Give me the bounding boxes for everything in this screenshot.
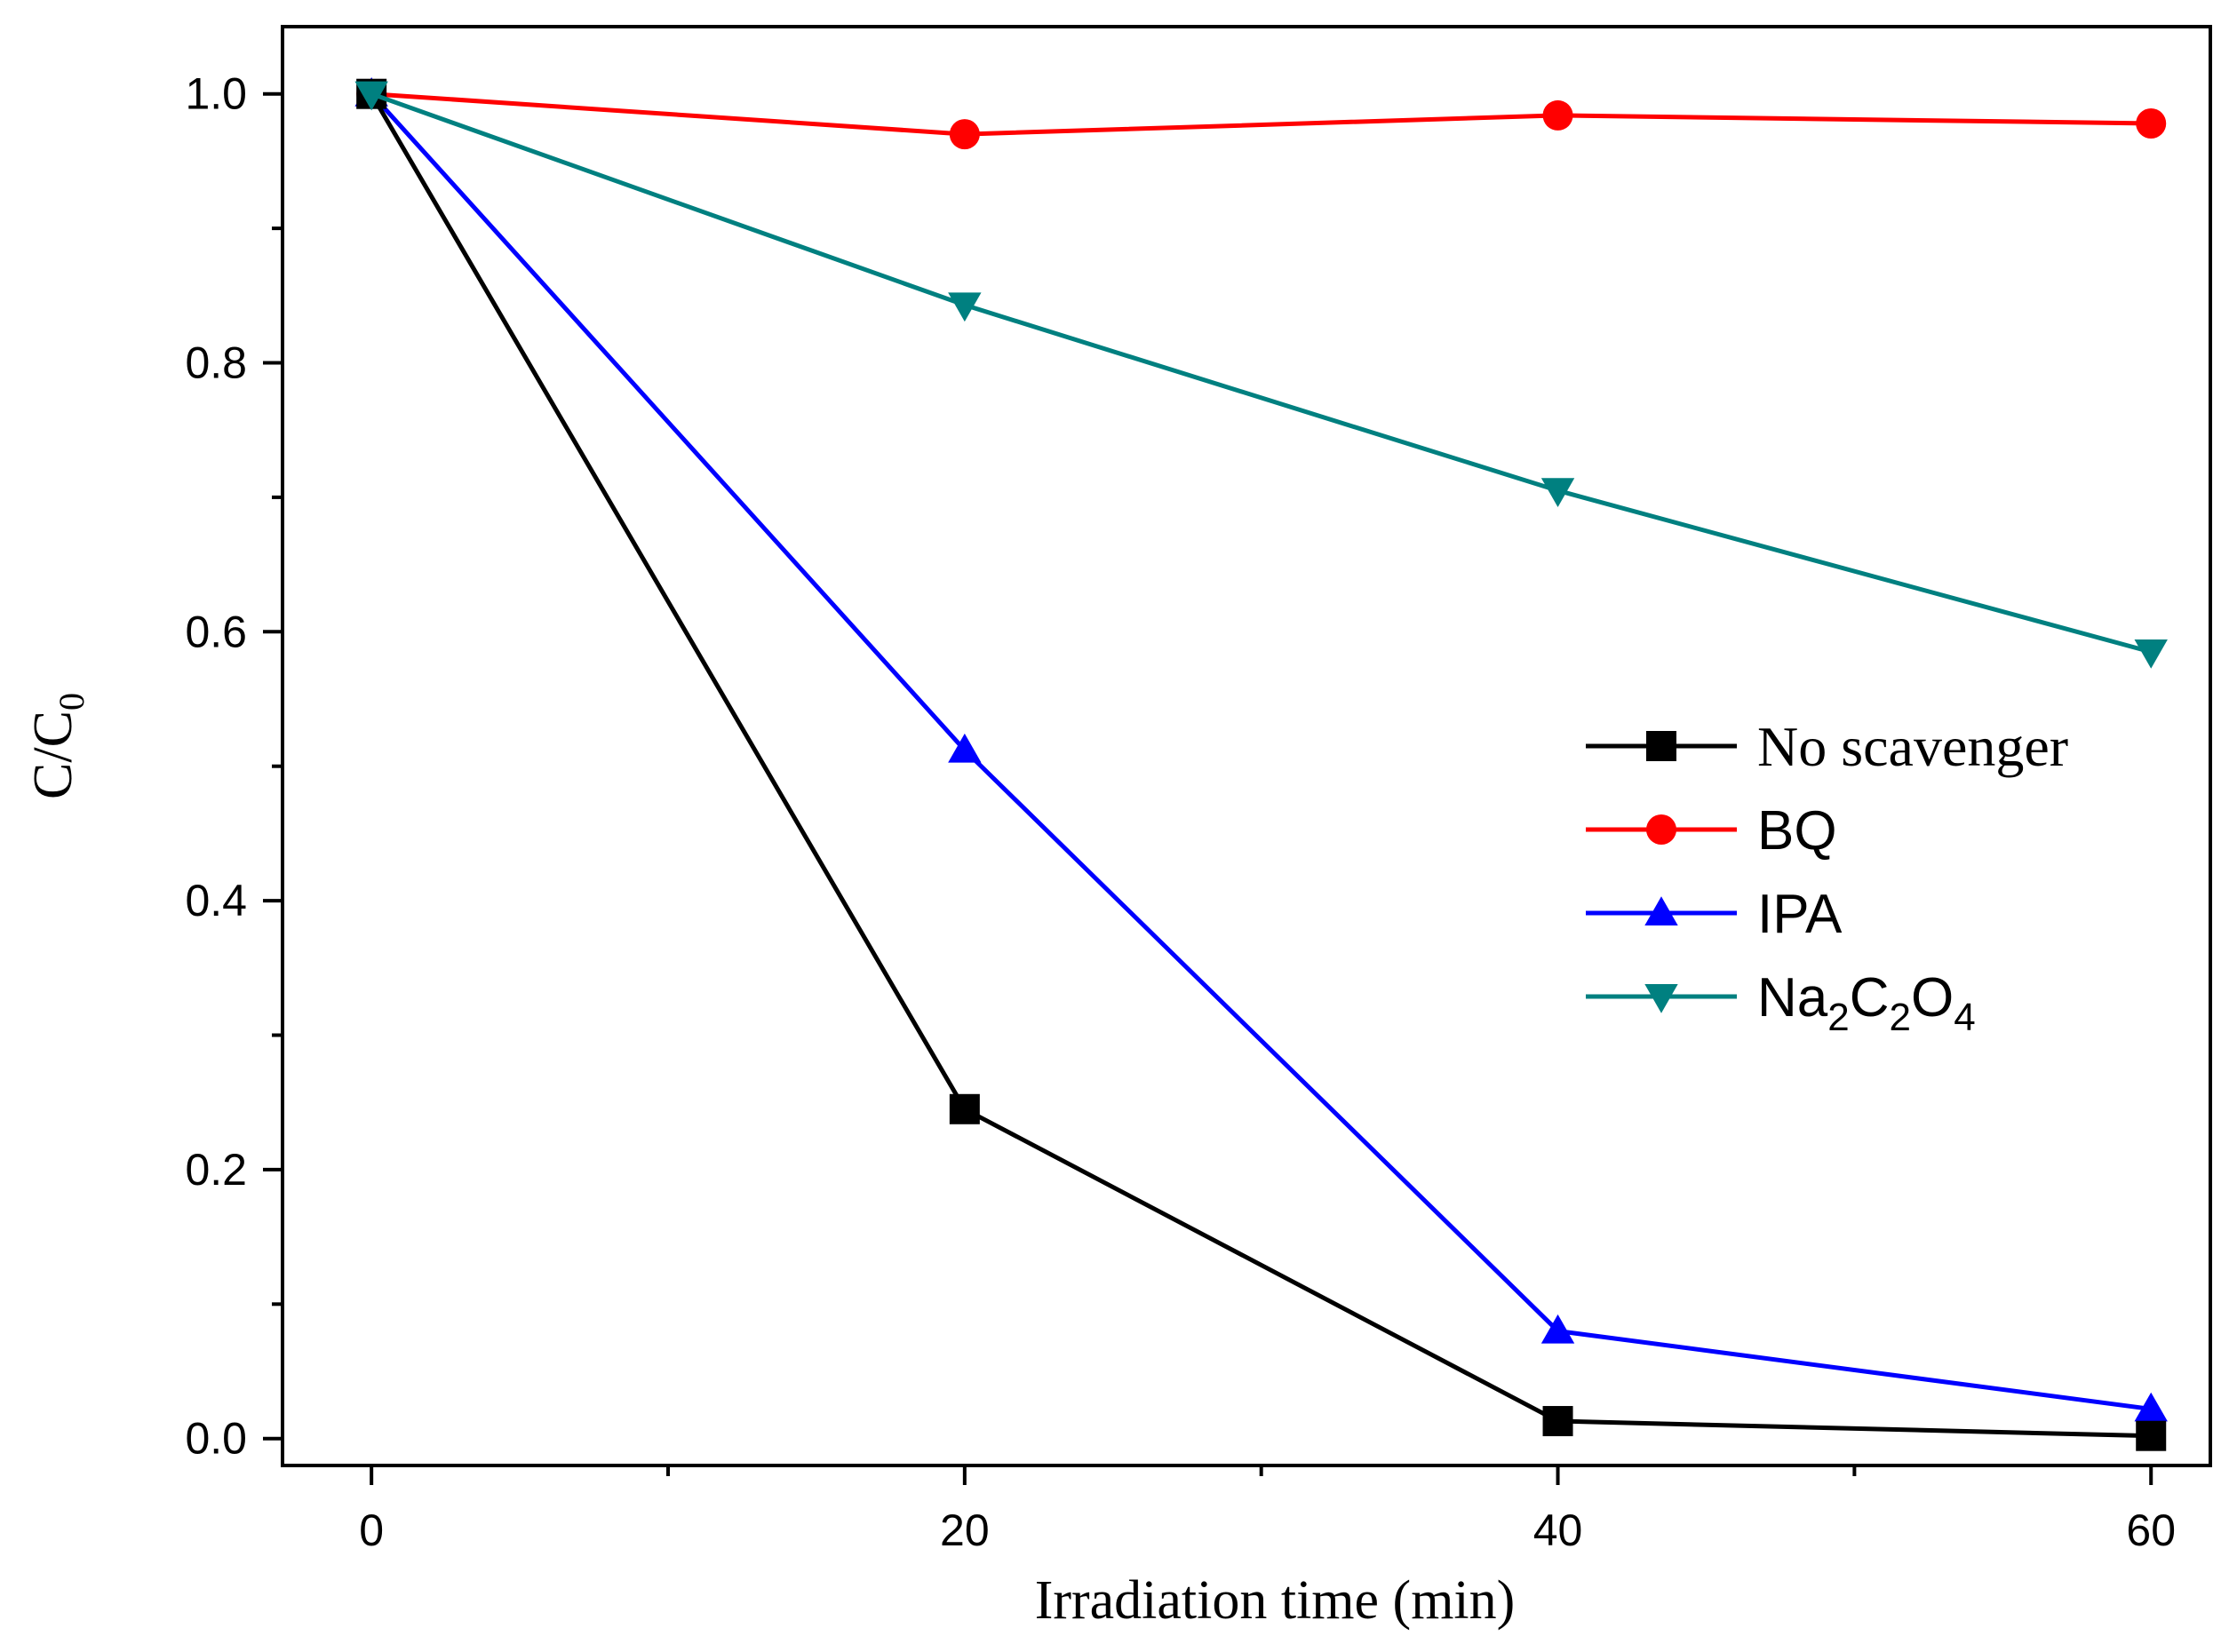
legend-label-part: Na: [1757, 967, 1828, 1029]
legend-item: IPA: [1586, 884, 1843, 945]
data-point: [1542, 99, 1573, 131]
series-0: [356, 78, 2167, 1451]
data-point: [949, 1093, 980, 1124]
x-tick-label: 40: [1533, 1505, 1583, 1555]
legend-marker: [1644, 983, 1678, 1013]
y-axis-title-main: C/C: [23, 711, 84, 799]
x-axis-title: Irradiation time (min): [1035, 1570, 1516, 1631]
legend-label-part: C: [1850, 967, 1890, 1029]
data-point: [354, 81, 388, 111]
y-tick-label: 1.0: [185, 69, 247, 119]
data-point: [2136, 108, 2167, 139]
data-point: [949, 119, 980, 150]
series-3: [354, 81, 2168, 669]
legend-marker: [1646, 731, 1676, 761]
y-tick-label: 0.8: [185, 338, 247, 388]
x-tick-label: 60: [2126, 1505, 2176, 1555]
legend-label-subscript: 2: [1827, 996, 1849, 1039]
legend-label: Na2C2O4: [1757, 967, 1976, 1039]
legend-item: Na2C2O4: [1586, 967, 1976, 1039]
series-line: [370, 91, 2152, 137]
series-line: [370, 91, 2152, 655]
y-axis-title-subscript: 0: [52, 693, 92, 711]
legend-marker: [1644, 896, 1678, 926]
legend-item: No scavenger: [1586, 715, 2068, 778]
data-point: [1540, 478, 1575, 508]
data-point: [1540, 1314, 1575, 1344]
axis-ticks: 0 20 40 60 0.0 0.2 0.4 0.6 0.8 1.0: [185, 69, 2176, 1555]
y-tick-label: 0.4: [185, 876, 247, 925]
data-point: [2134, 639, 2168, 669]
legend-label: No scavenger: [1757, 715, 2068, 778]
legend-label-subscript: 4: [1954, 996, 1975, 1039]
data-point: [948, 292, 982, 322]
legend-label: BQ: [1757, 800, 1837, 862]
y-tick-label: 0.0: [185, 1414, 247, 1464]
data-point: [2134, 1392, 2168, 1422]
series-line: [369, 92, 2152, 1439]
series-line: [370, 92, 2152, 1411]
x-tick-label: 20: [940, 1505, 990, 1555]
data-point: [948, 733, 982, 763]
legend-label: IPA: [1757, 884, 1843, 945]
y-axis-title: C/C0: [23, 693, 92, 799]
series-layer: [354, 77, 2168, 1451]
y-tick-label: 0.6: [185, 607, 247, 656]
x-tick-label: 0: [359, 1505, 384, 1555]
legend-marker: [1646, 814, 1676, 845]
y-tick-label: 0.2: [185, 1145, 247, 1195]
legend-label-subscript: 2: [1890, 996, 1911, 1039]
plot-frame: [281, 25, 2212, 1467]
legend-item: BQ: [1586, 800, 1837, 862]
legend-label-part: O: [1911, 967, 1954, 1029]
data-point: [2136, 1420, 2167, 1451]
data-point: [1542, 1406, 1573, 1437]
